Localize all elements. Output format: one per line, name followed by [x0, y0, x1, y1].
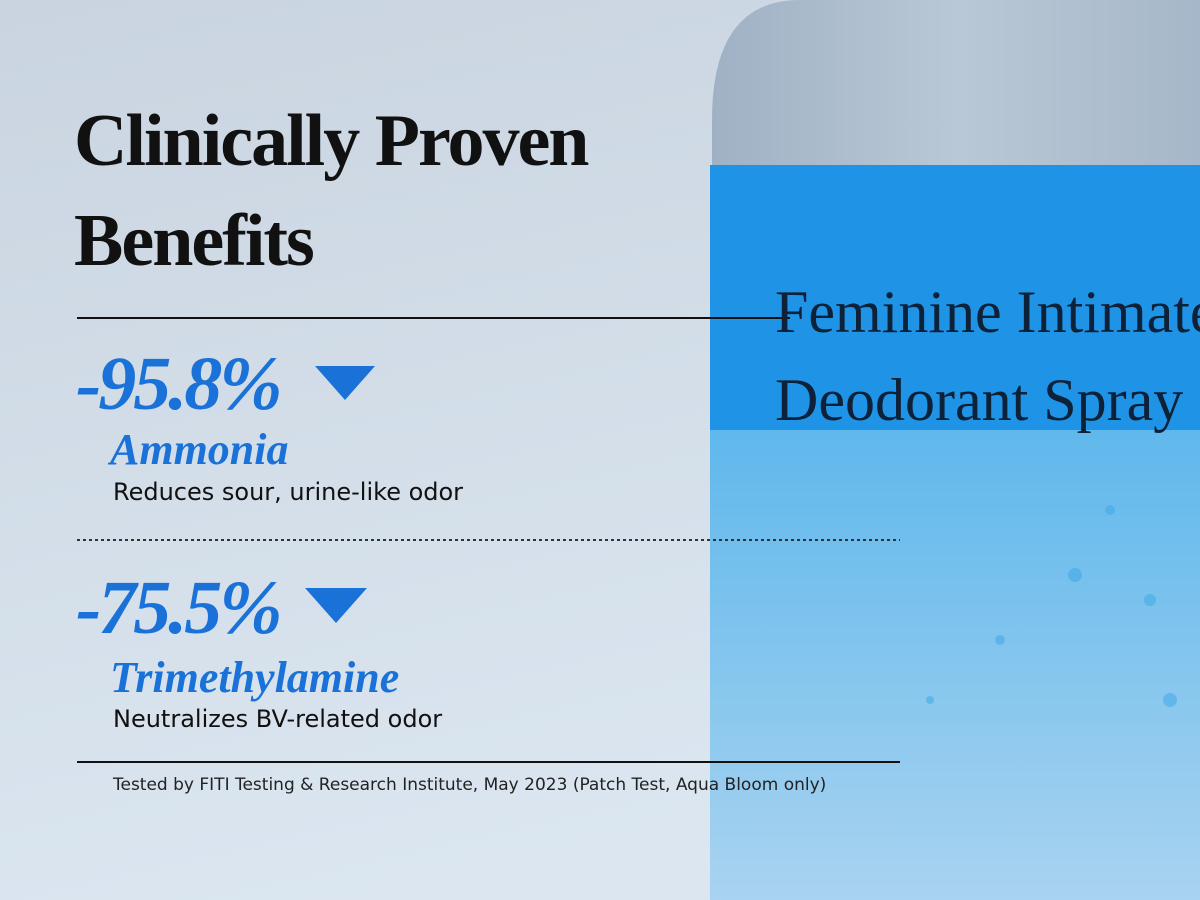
change-value: -95.8%	[76, 342, 283, 426]
bubbles	[926, 505, 1177, 707]
down-arrow	[315, 366, 375, 400]
title: Clinically Proven	[74, 100, 589, 182]
down-arrow	[305, 588, 367, 623]
product-label: Feminine Intimate	[775, 279, 1200, 345]
bottle-liquid	[710, 430, 1200, 900]
description: Neutralizes BV-related odor	[113, 705, 443, 733]
change-value: -75.5%	[76, 566, 283, 650]
product-label: Deodorant Spray	[775, 367, 1184, 433]
compound: Ammonia	[110, 425, 289, 474]
description: Reduces sour, urine-like odor	[113, 478, 464, 506]
compound: Trimethylamine	[110, 653, 400, 702]
title: Benefits	[74, 200, 315, 282]
footnote: Tested by FITI Testing & Research Instit…	[113, 775, 827, 795]
bottle-band	[710, 165, 1200, 430]
